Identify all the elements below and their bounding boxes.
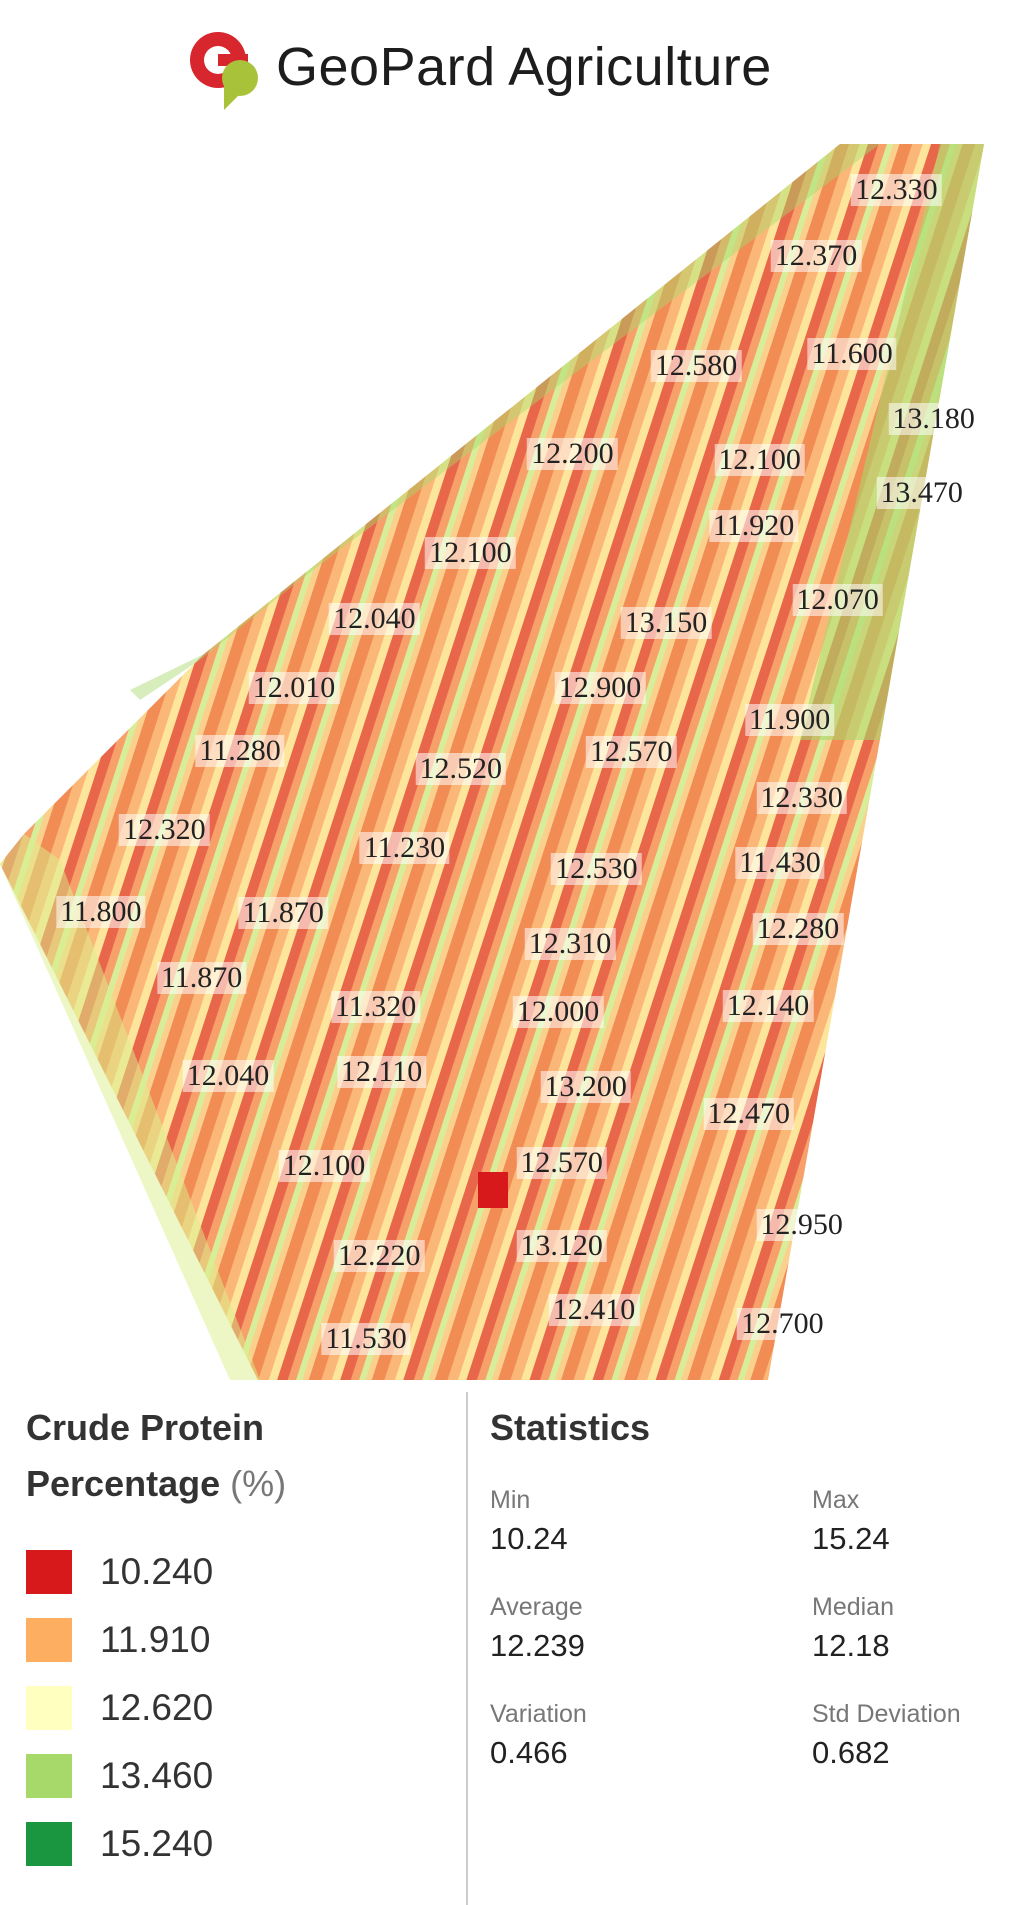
map-label: 11.600 — [807, 338, 897, 370]
stat-value: 10.24 — [490, 1521, 568, 1556]
map-label: 12.100 — [278, 1150, 370, 1183]
legend-unit: (%) — [230, 1463, 287, 1504]
legend-label: 13.460 — [100, 1755, 214, 1796]
stat-name: Std Deviation — [812, 1700, 961, 1728]
map-label: 13.470 — [876, 477, 967, 510]
map-label: 11.900 — [744, 704, 835, 736]
map-label: 12.070 — [792, 584, 883, 616]
legend-item: 11.910 — [26, 1606, 446, 1674]
stat-value: 15.24 — [812, 1521, 890, 1556]
legend-swatch — [26, 1754, 72, 1798]
stat: Median 12.18 — [812, 1593, 894, 1664]
divider — [466, 1392, 468, 1905]
map-label: 12.100 — [425, 537, 516, 570]
map-label: 12.950 — [756, 1209, 847, 1242]
legend-item: 13.460 — [26, 1742, 446, 1810]
stat-name: Min — [490, 1486, 531, 1514]
stat-name: Median — [812, 1593, 894, 1621]
map-label: 12.330 — [756, 782, 847, 814]
statistics: Statistics Min 10.24 Max 15.24 Average 12.239… — [490, 1400, 1010, 1770]
map-label: 12.140 — [722, 989, 814, 1022]
statistics-title: Statistics — [490, 1407, 651, 1448]
stat-name: Max — [812, 1486, 860, 1514]
map-label: 11.430 — [735, 846, 825, 879]
stat: Max 15.24 — [812, 1486, 890, 1557]
map-label: 12.200 — [527, 437, 618, 470]
legend-swatch — [26, 1686, 72, 1730]
map-label: 12.570 — [585, 736, 677, 769]
map-label: 12.570 — [516, 1146, 607, 1179]
legend-swatch — [26, 1618, 72, 1662]
map-label: 12.470 — [703, 1097, 795, 1130]
map-label: 12.220 — [333, 1240, 425, 1273]
map-label: 12.410 — [548, 1294, 640, 1327]
map-label: 12.040 — [182, 1060, 274, 1093]
map-label: 12.330 — [851, 173, 942, 206]
stat: Average 12.239 — [490, 1593, 585, 1664]
brand-title: GeoPard Agriculture — [276, 37, 772, 97]
map-label: 11.320 — [330, 990, 421, 1023]
legend-label: 10.240 — [100, 1551, 214, 1592]
map-label: 12.370 — [770, 239, 862, 272]
legend-swatch — [26, 1822, 72, 1866]
stat: Std Deviation 0.682 — [812, 1700, 961, 1771]
map-label: 12.010 — [248, 671, 340, 704]
stat-name: Average — [490, 1593, 583, 1621]
map-label: 11.230 — [359, 832, 450, 865]
map-label: 11.920 — [708, 509, 799, 542]
stat: Variation 0.466 — [490, 1700, 587, 1771]
map-label: 12.100 — [714, 443, 805, 476]
map-label: 12.040 — [329, 603, 420, 636]
map-label: 12.900 — [554, 671, 646, 704]
map-label: 13.120 — [516, 1229, 607, 1262]
map-label: 11.280 — [195, 735, 285, 768]
map-label: 13.180 — [888, 402, 979, 435]
map-label: 12.530 — [551, 852, 642, 885]
legend-swatch — [26, 1550, 72, 1594]
map-label: 12.320 — [119, 814, 210, 847]
stat-value: 12.18 — [812, 1628, 890, 1663]
map-label: 12.580 — [650, 350, 742, 382]
map-label: 13.200 — [540, 1071, 631, 1104]
stat-value: 0.466 — [490, 1735, 568, 1770]
map-label: 12.110 — [336, 1055, 427, 1088]
legend-label: 15.240 — [100, 1823, 214, 1864]
map-label: 11.870 — [238, 897, 328, 930]
map-label: 12.310 — [524, 928, 616, 961]
map-label: 11.870 — [156, 962, 247, 994]
map-label: 12.280 — [752, 912, 844, 945]
legend-label: 11.910 — [100, 1619, 211, 1660]
legend-title: Crude Protein Percentage (%) — [26, 1400, 446, 1512]
stat-value: 0.682 — [812, 1735, 890, 1770]
legend-title-text: Crude Protein Percentage — [26, 1407, 265, 1504]
map-label: 13.150 — [620, 606, 712, 639]
map-label: 12.520 — [415, 753, 507, 786]
stat: Min 10.24 — [490, 1486, 568, 1557]
legend-item: 12.620 — [26, 1674, 446, 1742]
field-map — [0, 144, 984, 1380]
legend-label: 12.620 — [100, 1687, 214, 1728]
map-label: 12.700 — [737, 1307, 828, 1340]
legend-item: 10.240 — [26, 1538, 446, 1606]
logo — [190, 32, 258, 110]
legend-item: 15.240 — [26, 1810, 446, 1878]
legend-items: 10.240 11.910 12.620 13.460 15.240 — [26, 1538, 446, 1878]
header: GeoPard Agriculture — [0, 0, 1024, 140]
stat-value: 12.239 — [490, 1628, 585, 1663]
legend: Crude Protein Percentage (%) 10.240 11.91… — [26, 1400, 446, 1878]
map-label: 11.800 — [56, 896, 146, 928]
map-label: 12.000 — [512, 995, 604, 1028]
stat-name: Variation — [490, 1700, 587, 1728]
map-label: 11.530 — [321, 1323, 411, 1356]
